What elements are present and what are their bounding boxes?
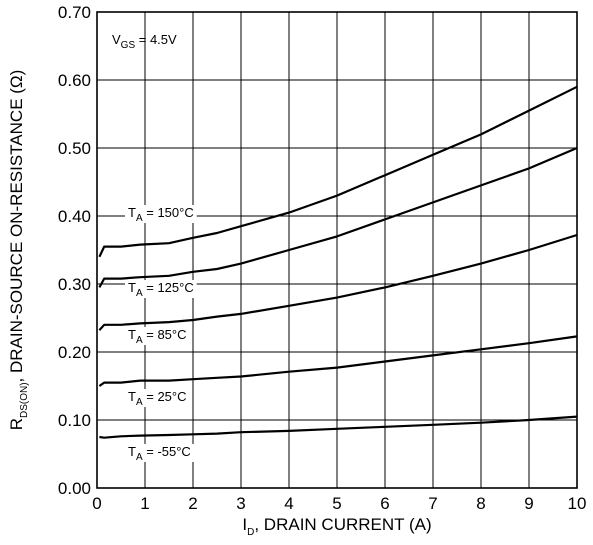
curve-label-bg (125, 389, 190, 407)
curve-label-bg (125, 444, 194, 462)
y-tick-label: 0.60 (58, 71, 91, 90)
tick-labels: 0 1 2 3 4 5 6 7 8 9 10 0.00 0.10 0.20 0.30 0.40 0.50 0.60… (58, 3, 587, 513)
plot-frame (96, 11, 578, 489)
series-line-3 (98, 335, 578, 387)
curve-label-3: TA = 25°C (128, 389, 187, 408)
x-axis-title: ID, DRAIN CURRENT (A) (242, 515, 431, 538)
series-lines (98, 85, 578, 439)
curve-label-bg (125, 205, 197, 223)
y-axis-title: RDS(ON), DRAIN-SOURCE ON-RESISTANCE (Ω) (7, 70, 30, 431)
y-tick-label: 0.00 (58, 479, 91, 498)
x-tick-label: 6 (380, 494, 389, 513)
y-tick-label: 0.30 (58, 275, 91, 294)
y-tick-label: 0.10 (58, 411, 91, 430)
y-tick-label: 0.50 (58, 139, 91, 158)
series-line-4 (99, 415, 578, 439)
curve-label-1: TA = 125°C (128, 280, 194, 299)
y-tick-label: 0.40 (58, 207, 91, 226)
curve-label-bg (125, 327, 190, 345)
series-line-1 (98, 146, 578, 288)
x-tick-label: 3 (236, 494, 245, 513)
x-tick-label: 9 (524, 494, 533, 513)
y-tick-label: 0.70 (58, 3, 91, 22)
x-tick-label: 7 (428, 494, 437, 513)
grid (96, 11, 578, 489)
series-line-2 (98, 233, 578, 331)
x-tick-label: 0 (92, 494, 101, 513)
series-line-0 (98, 85, 578, 258)
x-tick-label: 10 (568, 494, 587, 513)
curve-label-bg (125, 280, 197, 298)
x-tick-label: 2 (188, 494, 197, 513)
curve-label-4: TA = -55°C (128, 444, 191, 463)
curve-label-2: TA = 85°C (128, 327, 187, 346)
y-tick-label: 0.20 (58, 343, 91, 362)
x-tick-label: 8 (476, 494, 485, 513)
condition-label: VGS = 4.5V (112, 32, 177, 51)
x-tick-label: 5 (332, 494, 341, 513)
curve-labels: TA = 150°C TA = 125°C TA = 85°C TA = 25°C TA… (125, 205, 197, 463)
x-tick-label: 1 (140, 494, 149, 513)
x-tick-label: 4 (284, 494, 293, 513)
curve-label-0: TA = 150°C (128, 205, 194, 224)
